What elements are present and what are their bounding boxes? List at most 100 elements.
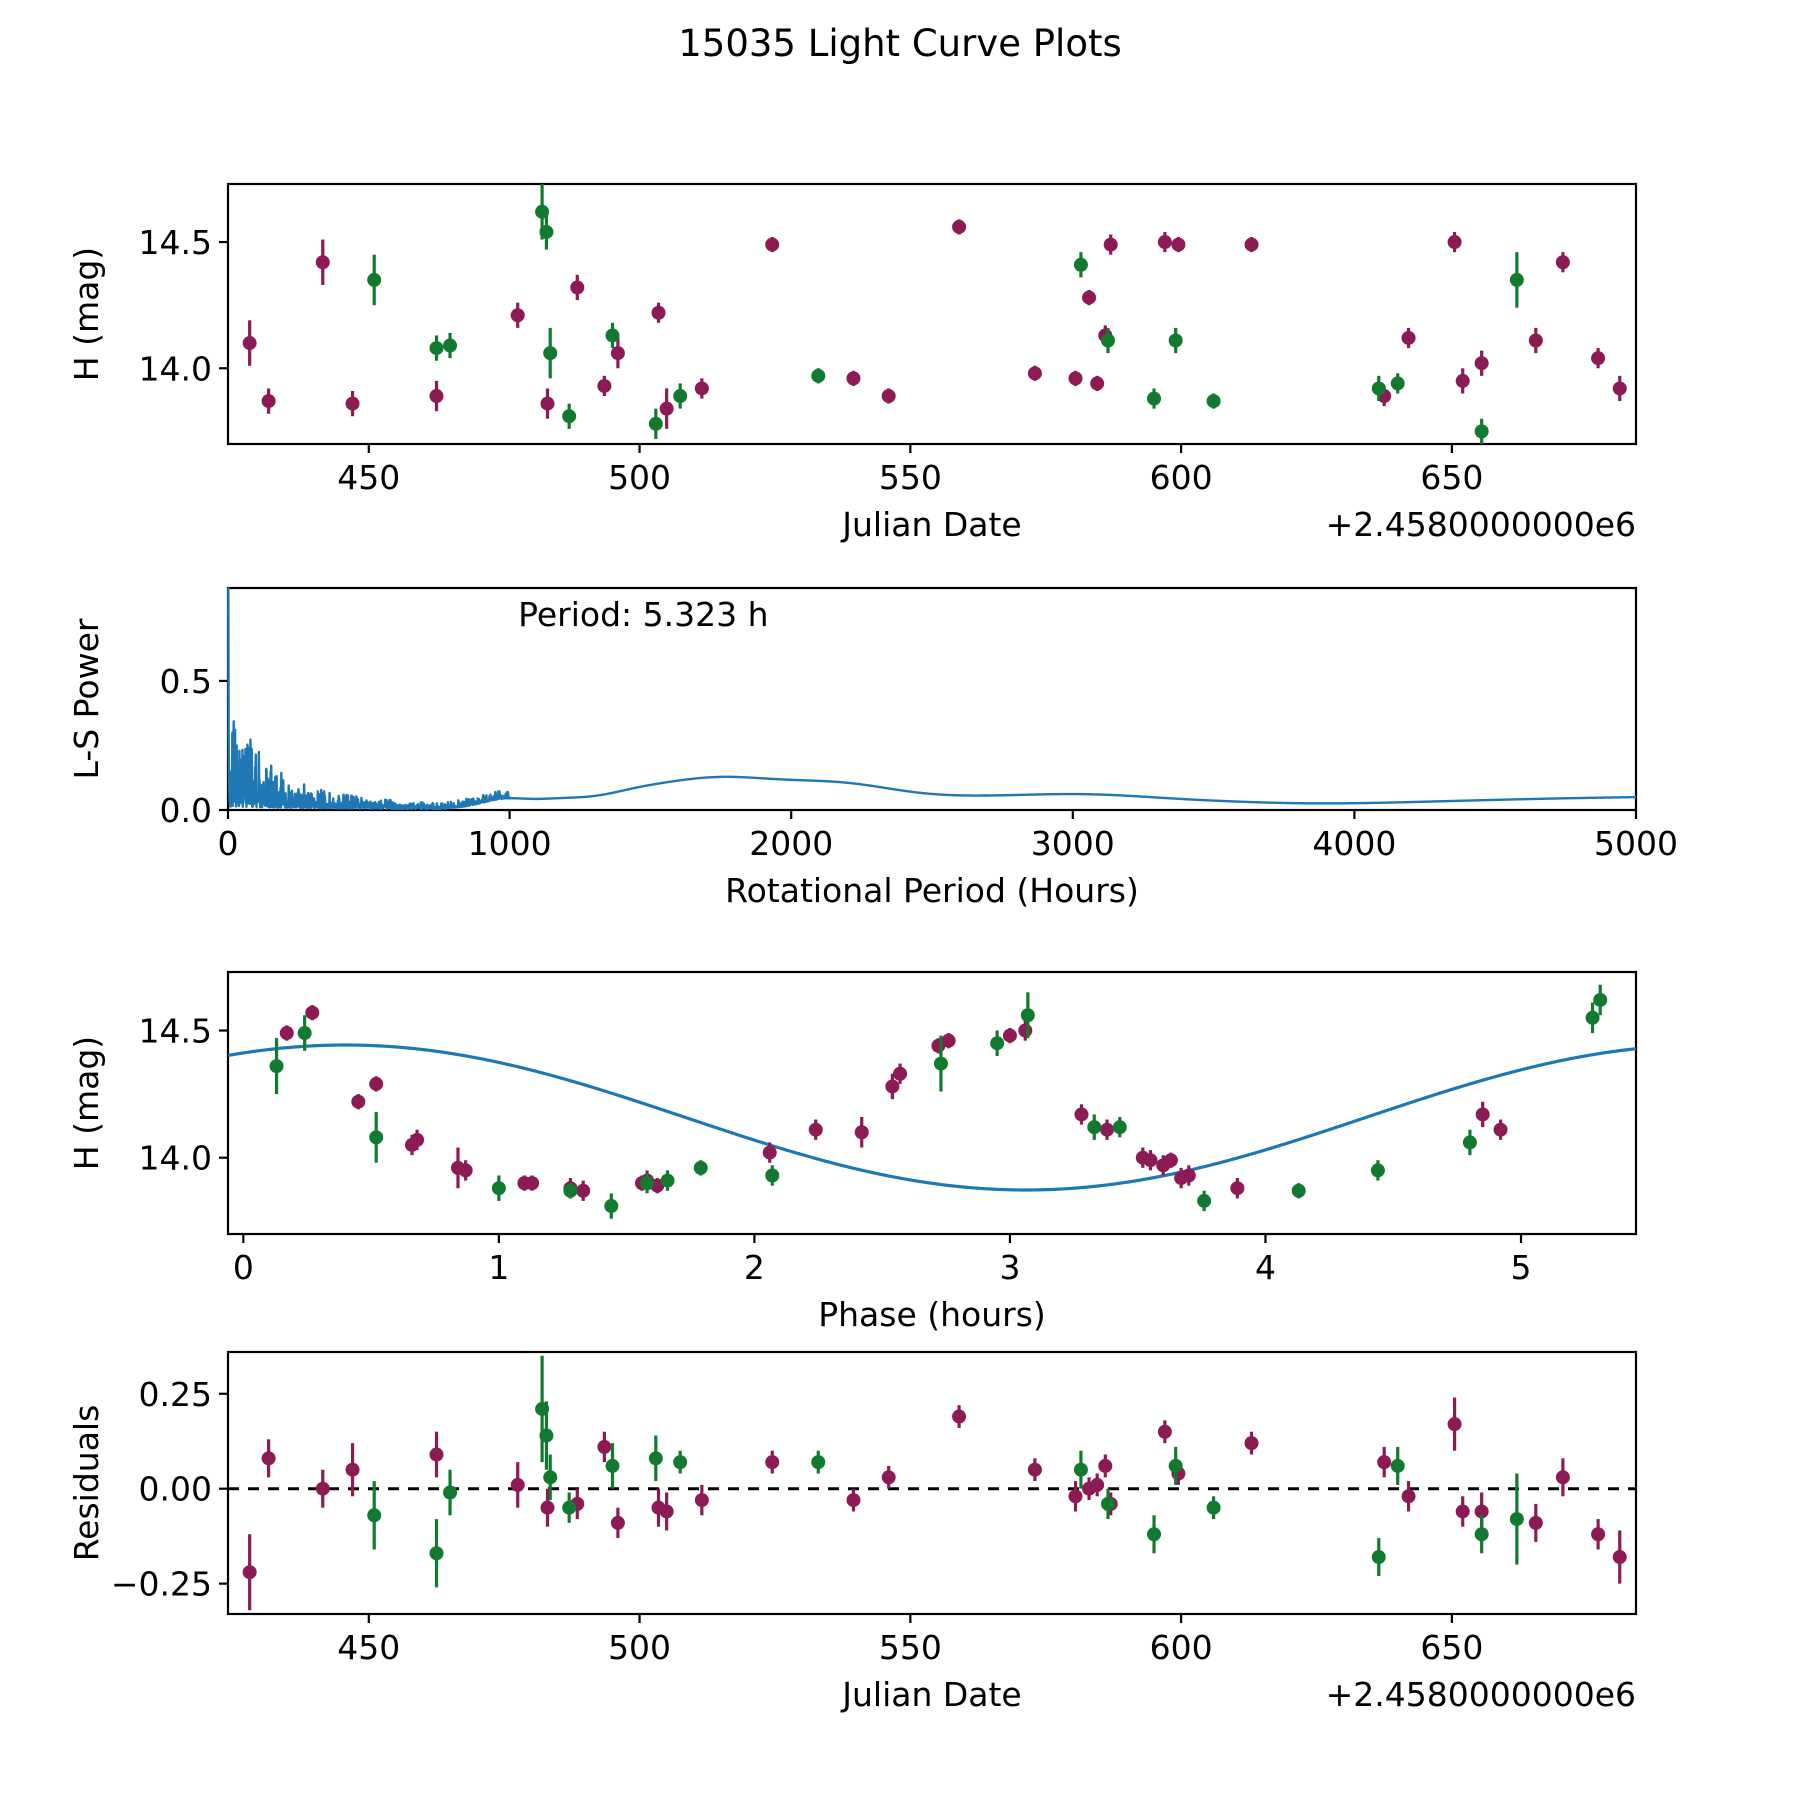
data-point bbox=[543, 346, 558, 361]
data-point bbox=[610, 1515, 625, 1530]
sinusoid-fit-curve bbox=[227, 1043, 1637, 1192]
data-point bbox=[597, 378, 612, 393]
data-point bbox=[1377, 1455, 1392, 1470]
data-point bbox=[345, 1462, 360, 1477]
data-point bbox=[1230, 1181, 1245, 1196]
data-point bbox=[315, 255, 330, 270]
x-tick-label: 0 bbox=[233, 1248, 254, 1287]
data-point bbox=[1073, 257, 1088, 272]
data-point bbox=[562, 409, 577, 424]
data-point bbox=[540, 396, 555, 411]
data-point bbox=[604, 1199, 619, 1214]
data-point bbox=[369, 1130, 384, 1145]
x-tick-label: 600 bbox=[1150, 458, 1213, 497]
data-point bbox=[242, 336, 257, 351]
data-series-series_a bbox=[279, 1005, 1508, 1201]
data-point bbox=[351, 1094, 366, 1109]
data-point bbox=[429, 1546, 444, 1561]
data-point bbox=[1585, 1010, 1600, 1025]
data-point bbox=[1068, 1489, 1083, 1504]
data-point bbox=[659, 401, 674, 416]
data-point bbox=[491, 1181, 506, 1196]
period-annotation: Period: 5.323 h bbox=[518, 595, 768, 634]
data-point bbox=[1474, 1504, 1489, 1519]
data-point bbox=[1591, 1527, 1606, 1542]
data-point bbox=[673, 389, 688, 404]
data-point bbox=[269, 1059, 284, 1074]
periodogram-panel: 0 1000 2000 3000 4000 5000 0.0 0.5 Rotational Pe… bbox=[0, 570, 1800, 930]
axis-frame bbox=[226, 182, 1638, 446]
data-point bbox=[1087, 1120, 1102, 1135]
data-point bbox=[1612, 1550, 1627, 1565]
x-tick-label: 500 bbox=[608, 1628, 671, 1667]
data-point bbox=[1181, 1168, 1196, 1183]
y-tick-label: 0.5 bbox=[160, 662, 212, 701]
data-point bbox=[1147, 1527, 1162, 1542]
y-axis-label: L-S Power bbox=[67, 618, 106, 779]
data-point bbox=[1591, 351, 1606, 366]
data-point bbox=[660, 1173, 675, 1188]
data-point bbox=[765, 237, 780, 252]
data-point bbox=[605, 1458, 620, 1473]
data-point bbox=[694, 381, 709, 396]
axis-frame bbox=[226, 1350, 1638, 1616]
data-point bbox=[1074, 1107, 1089, 1122]
data-point bbox=[458, 1163, 473, 1178]
data-point bbox=[297, 1026, 312, 1041]
data-point bbox=[510, 308, 525, 323]
data-point bbox=[659, 1504, 674, 1519]
data-point bbox=[1112, 1120, 1127, 1135]
data-point bbox=[1455, 373, 1470, 388]
light-curve-panel: 450 500 550 600 650 14.0 14.5 Julian Date H (mag… bbox=[0, 160, 1800, 550]
data-point bbox=[1027, 1462, 1042, 1477]
x-tick-label: 5000 bbox=[1594, 824, 1678, 863]
data-point bbox=[610, 346, 625, 361]
figure-title: 15035 Light Curve Plots bbox=[678, 22, 1122, 65]
x-tick-label: 2 bbox=[744, 1248, 765, 1287]
data-point bbox=[694, 1493, 709, 1508]
data-point bbox=[429, 389, 444, 404]
data-point bbox=[1206, 1500, 1221, 1515]
data-point bbox=[765, 1455, 780, 1470]
data-point bbox=[1143, 1153, 1158, 1168]
data-point bbox=[1474, 424, 1489, 439]
axis-frame bbox=[226, 970, 1638, 1236]
x-axis-label: Phase (hours) bbox=[818, 1295, 1046, 1334]
data-point bbox=[885, 1079, 900, 1094]
x-tick-label: 2000 bbox=[749, 824, 833, 863]
data-point bbox=[1401, 330, 1416, 345]
data-point bbox=[1455, 1504, 1470, 1519]
data-point bbox=[1447, 235, 1462, 250]
x-tick-label: 600 bbox=[1150, 1628, 1213, 1667]
data-point bbox=[1371, 1550, 1386, 1565]
data-point bbox=[1493, 1122, 1508, 1137]
data-point bbox=[570, 280, 585, 295]
y-tick-label: 0.0 bbox=[160, 791, 212, 830]
data-point bbox=[1475, 1107, 1490, 1122]
data-point bbox=[563, 1183, 578, 1198]
y-axis-label: Residuals bbox=[67, 1405, 106, 1562]
axis-frame bbox=[226, 586, 1638, 812]
data-series-series_b bbox=[367, 184, 1524, 444]
data-series-series_a bbox=[242, 219, 1627, 429]
data-point bbox=[1100, 1122, 1115, 1137]
data-point bbox=[345, 396, 360, 411]
data-point bbox=[1147, 391, 1162, 406]
data-point bbox=[410, 1132, 425, 1147]
data-point bbox=[1082, 290, 1097, 305]
data-point bbox=[1244, 237, 1259, 252]
data-point bbox=[540, 1500, 555, 1515]
data-point bbox=[576, 1183, 591, 1198]
data-point bbox=[893, 1066, 908, 1081]
data-point bbox=[539, 224, 554, 239]
data-point bbox=[315, 1481, 330, 1496]
x-tick-label: 4000 bbox=[1312, 824, 1396, 863]
data-point bbox=[305, 1005, 320, 1020]
x-tick-label: 1 bbox=[488, 1248, 509, 1287]
data-point bbox=[1509, 1512, 1524, 1527]
data-point bbox=[1244, 1436, 1259, 1451]
x-tick-label: 4 bbox=[1255, 1248, 1276, 1287]
data-point bbox=[261, 394, 276, 409]
data-point bbox=[1462, 1135, 1477, 1150]
